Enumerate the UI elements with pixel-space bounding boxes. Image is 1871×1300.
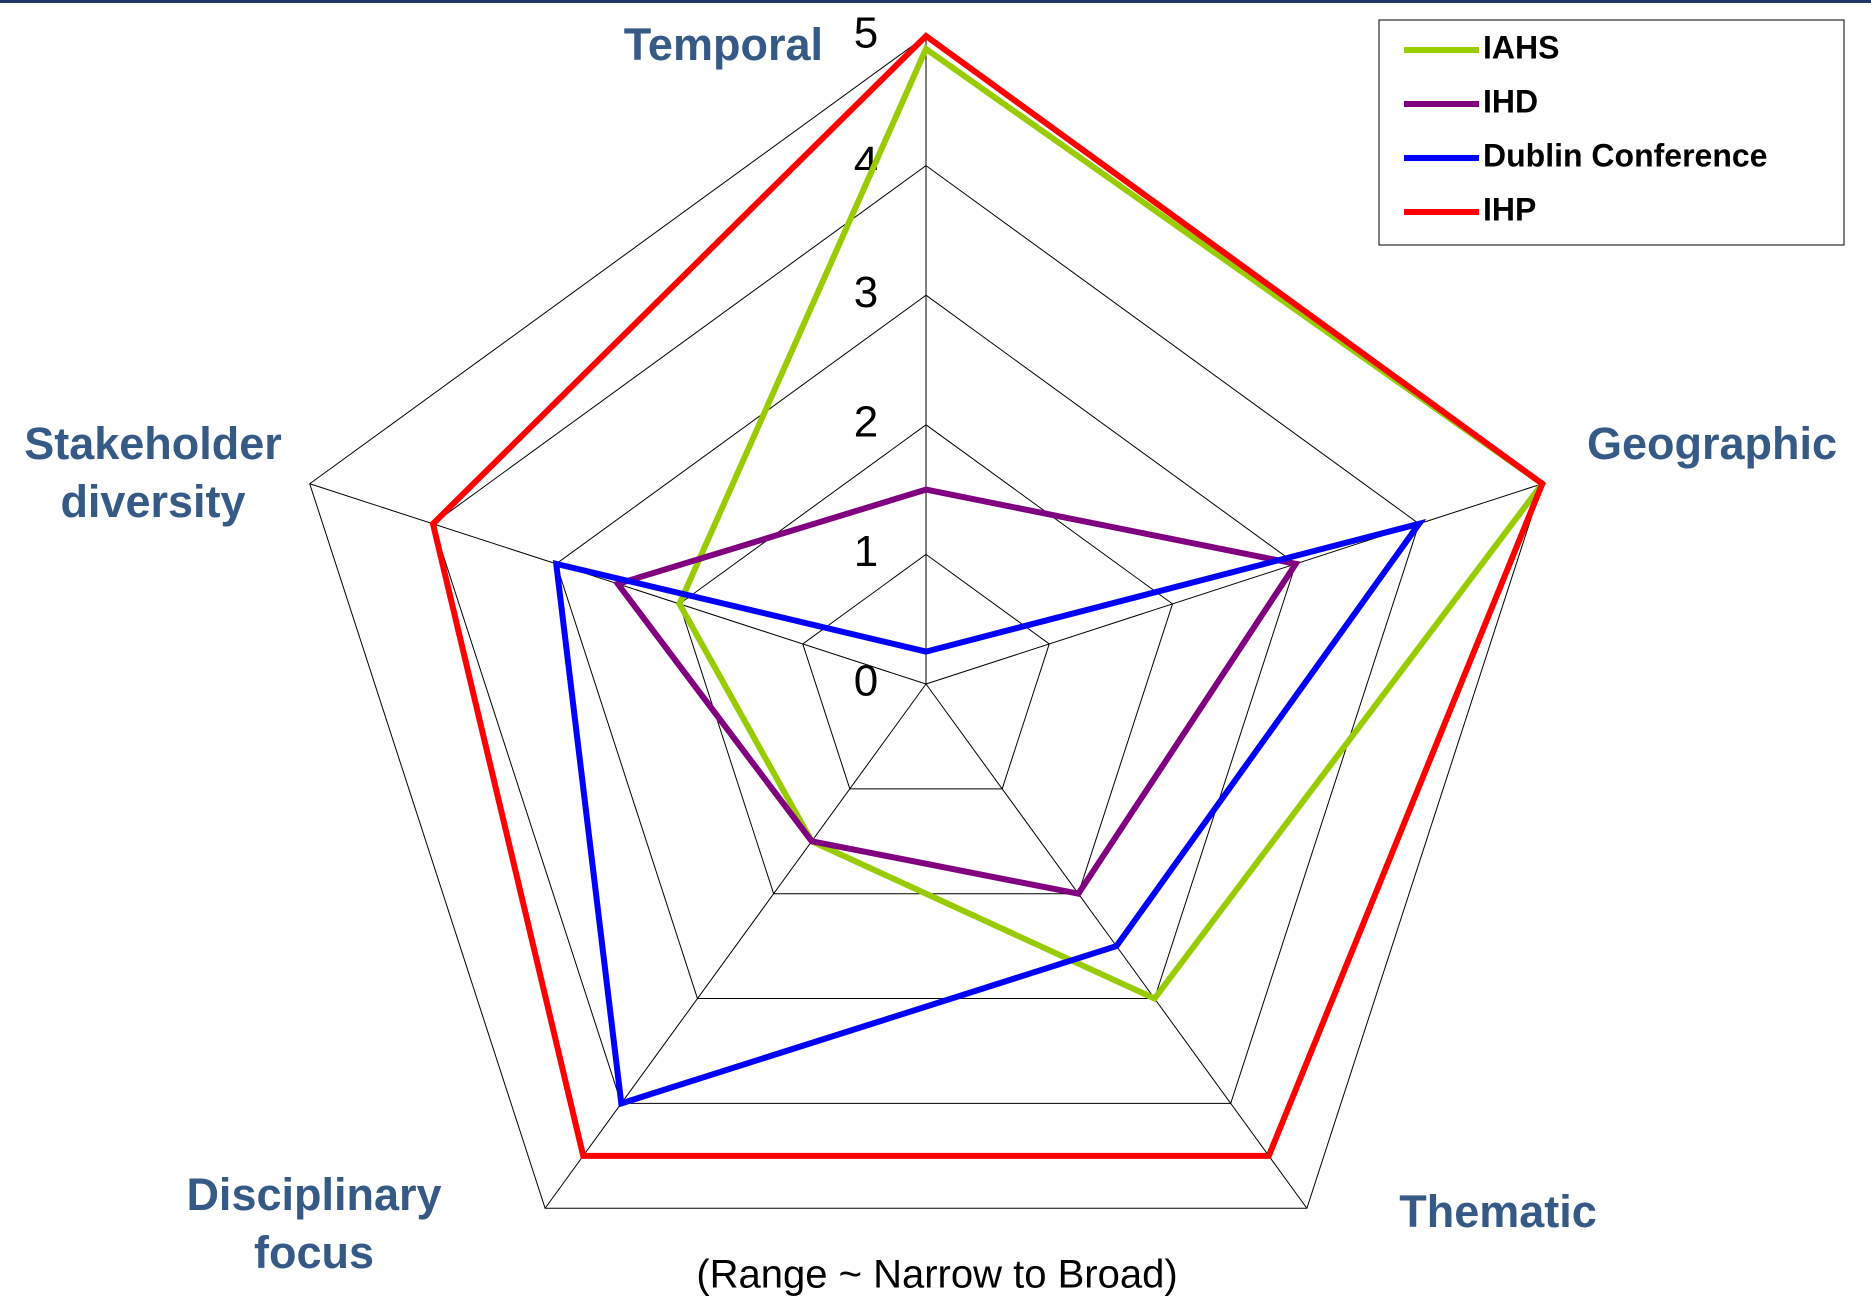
axis-label: Thematic [1399, 1186, 1597, 1237]
top-bar [0, 0, 1871, 3]
tick-label: 2 [854, 397, 878, 446]
grid-ring [555, 294, 1297, 1000]
spoke [925, 483, 1543, 685]
grid-ring [432, 164, 1420, 1104]
axis-label: Disciplinary focus [186, 1169, 441, 1278]
tick-label: 3 [854, 268, 878, 317]
tick-label: 5 [854, 9, 878, 58]
axis-label: Stakeholder diversity [24, 418, 282, 527]
legend-label: IHP [1483, 191, 1536, 227]
legend-box [1378, 19, 1845, 246]
subtitle: (Range ~ Narrow to Broad) [696, 1253, 1177, 1297]
legend-label: IHD [1483, 83, 1538, 119]
tick-label: 0 [854, 657, 878, 706]
spoke [544, 683, 927, 1209]
series-line [429, 32, 1546, 1159]
axis-label: Temporal [624, 19, 823, 70]
tick-label: 1 [854, 527, 878, 576]
legend-label: IAHS [1483, 29, 1559, 65]
legend-label: Dublin Conference [1483, 137, 1767, 173]
series-line [552, 518, 1427, 1108]
axis-label: Geographic [1587, 418, 1837, 469]
series-line [612, 486, 1301, 898]
